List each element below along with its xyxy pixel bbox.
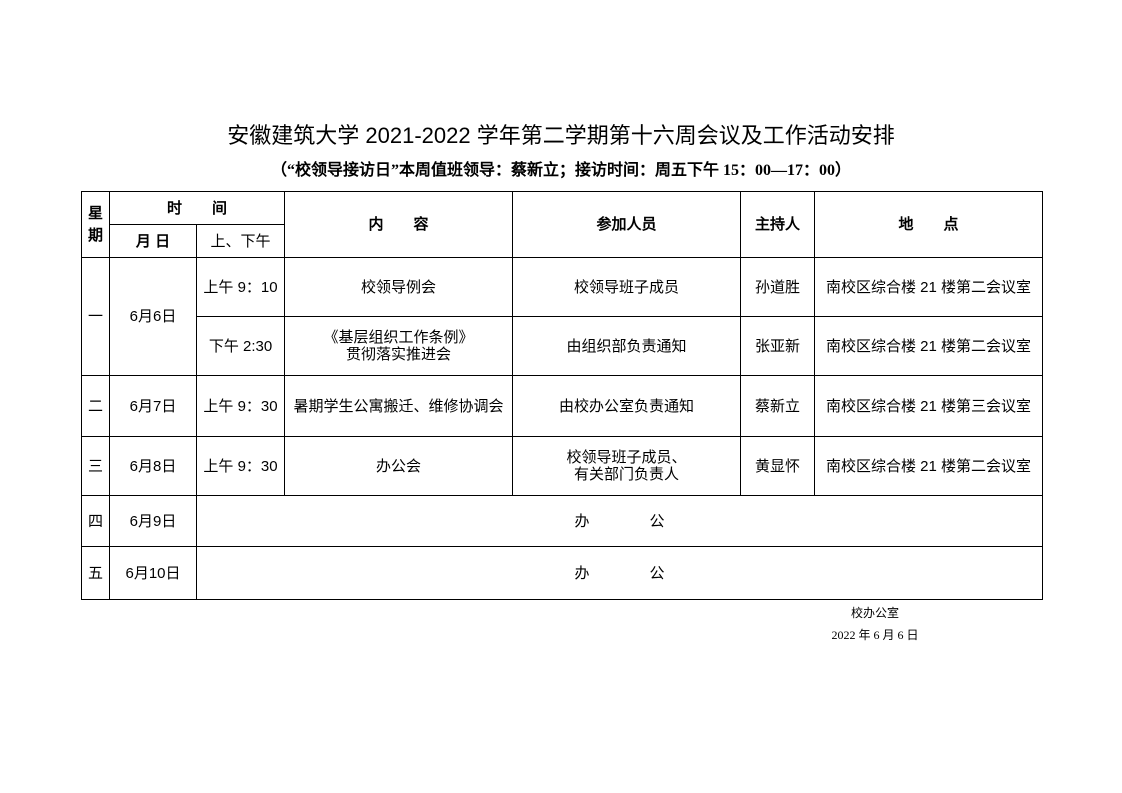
- header-location: 地 点: [814, 191, 1044, 258]
- table-row: 四 6月9日办 公: [81, 495, 1044, 547]
- weekday-cell: 五: [81, 546, 110, 600]
- host-cell: 张亚新: [740, 316, 816, 376]
- header-participants: 参加人员: [512, 191, 742, 258]
- page-subtitle: （“校领导接访日”本周值班领导：蔡新立；接访时间：周五下午 15：00—17：0…: [270, 162, 851, 179]
- time-cell: 上午 9：30: [195, 375, 286, 437]
- weekday-cell: 四: [81, 495, 110, 547]
- header-date: 月 日: [109, 224, 197, 258]
- note-cell: 办 公: [195, 495, 1044, 547]
- table-row: 二 6月7日 上午 9：30 暑期学生公寓搬迁、维修协调会 由校办公室负责通知 蔡新立 南校…: [81, 375, 1044, 437]
- participants-cell: 校领导班子成员: [512, 257, 742, 317]
- footer-date: 2022 年 6 月 6 日: [831, 628, 919, 642]
- participants-cell: 校领导班子成员、 有关部门负责人: [512, 436, 742, 496]
- participants-cell: 由组织部负责通知: [512, 316, 742, 376]
- weekday-cell: 二: [81, 375, 110, 437]
- schedule-table: 星期 时 间 内 容 参加人员 主持人 地 点 月 日 上、下午 一 6月6日 上午…: [81, 191, 1044, 600]
- host-cell: 黄显怀: [740, 436, 816, 496]
- page-title: 安徽建筑大学 2021-2022 学年第二学期第十六周会议及工作活动安排: [227, 123, 895, 148]
- host-cell: 蔡新立: [740, 375, 816, 437]
- date-cell: 6月10日: [109, 546, 197, 600]
- content-cell: 《基层组织工作条例》 贯彻落实推进会: [284, 316, 514, 376]
- weekday-cell: 一: [81, 257, 110, 376]
- location-cell: 南校区综合楼 21 楼第二会议室: [814, 436, 1044, 496]
- table-row: 五 6月10日办 公: [81, 546, 1044, 600]
- date-cell: 6月8日: [109, 436, 197, 496]
- time-cell: 上午 9：10: [195, 257, 286, 317]
- table-row: 下午 2:30 《基层组织工作条例》 贯彻落实推进会 由组织部负责通知 张亚新 南校区综…: [82, 316, 1044, 376]
- content-cell: 校领导例会: [284, 257, 514, 317]
- content-cell: 办公会: [284, 436, 514, 496]
- date-cell: 6月7日: [109, 375, 197, 437]
- participants-cell: 由校办公室负责通知: [512, 375, 742, 437]
- note-cell: 办 公: [195, 546, 1044, 600]
- header-weekday: 星期: [81, 191, 110, 258]
- location-cell: 南校区综合楼 21 楼第二会议室: [814, 257, 1044, 317]
- date-cell: 6月6日: [109, 257, 197, 376]
- location-cell: 南校区综合楼 21 楼第三会议室: [814, 375, 1044, 437]
- table-row: 一 6月6日 上午 9：10 校领导例会 校领导班子成员 孙道胜 南校区综合楼 21 楼第二…: [81, 257, 1044, 376]
- weekday-cell: 三: [81, 436, 110, 496]
- host-cell: 孙道胜: [740, 257, 816, 317]
- time-cell: 下午 2:30: [195, 316, 286, 376]
- table-row: 三 6月8日 上午 9：30 办公会 校领导班子成员、 有关部门负责人 黄显怀 南校区综合楼…: [81, 436, 1044, 496]
- content-cell: 暑期学生公寓搬迁、维修协调会: [284, 375, 514, 437]
- header-ampm: 上、下午: [195, 224, 286, 258]
- date-cell: 6月9日: [109, 495, 197, 547]
- header-host: 主持人: [740, 191, 816, 258]
- location-cell: 南校区综合楼 21 楼第二会议室: [814, 316, 1044, 376]
- header-time: 时 间: [108, 191, 286, 225]
- header-content: 内 容: [284, 191, 514, 258]
- time-cell: 上午 9：30: [195, 436, 286, 496]
- footer-office: 校办公室: [850, 606, 899, 620]
